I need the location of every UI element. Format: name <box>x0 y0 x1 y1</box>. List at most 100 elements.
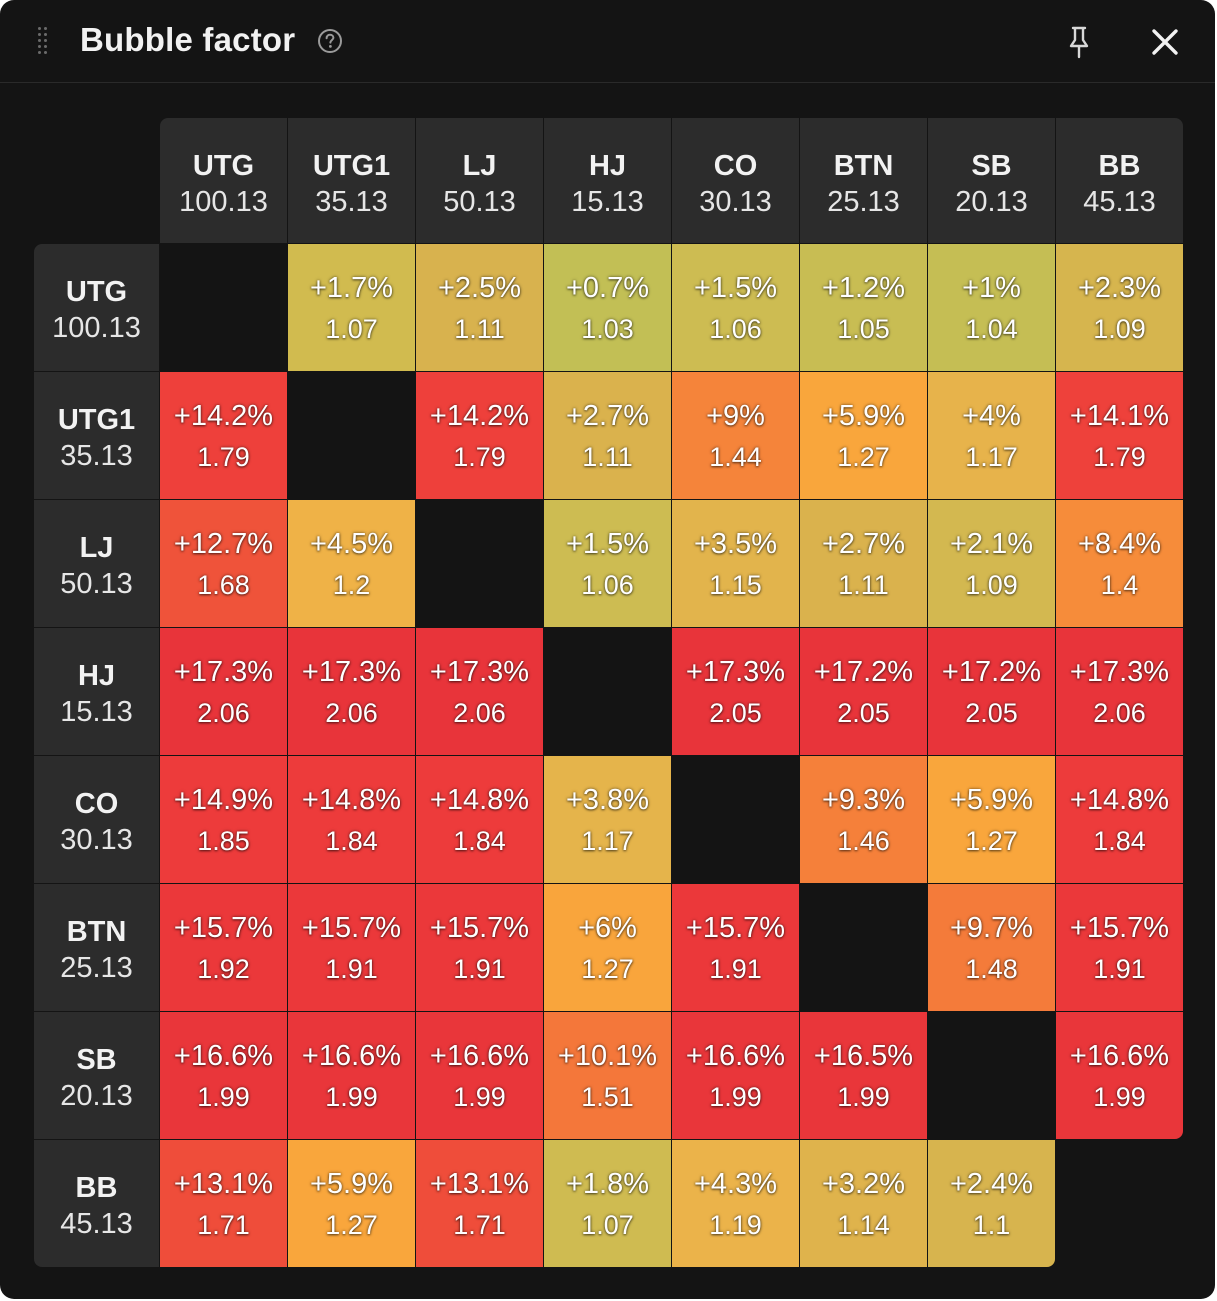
bubble-factor-value: 1.2 <box>332 570 371 600</box>
bubble-factor-value: 1.4 <box>1100 570 1139 600</box>
matrix-cell-btn-vs-hj[interactable]: +6% 1.27 <box>544 884 671 1011</box>
bubble-factor-value: 1.99 <box>453 1082 506 1112</box>
risk-premium-value: +1.2% <box>821 272 906 304</box>
matrix-cell-utg-vs-lj[interactable]: +2.5% 1.11 <box>416 244 543 371</box>
matrix-cell-lj-vs-hj[interactable]: +1.5% 1.06 <box>544 500 671 627</box>
matrix-cell-bb-vs-utg1[interactable]: +5.9% 1.27 <box>288 1140 415 1267</box>
matrix-cell-hj-vs-utg[interactable]: +17.3% 2.06 <box>160 628 287 755</box>
column-position-label: BTN <box>833 150 894 182</box>
risk-premium-value: +15.7% <box>301 912 402 944</box>
bubble-factor-value: 1.68 <box>197 570 250 600</box>
panel-title: Bubble factor <box>80 21 296 58</box>
risk-premium-value: +2.7% <box>565 400 650 432</box>
matrix-cell-bb-vs-lj[interactable]: +13.1% 1.71 <box>416 1140 543 1267</box>
matrix-cell-lj-vs-utg[interactable]: +12.7% 1.68 <box>160 500 287 627</box>
column-stack-label: 100.13 <box>179 186 268 218</box>
matrix-cell-co-vs-sb[interactable]: +5.9% 1.27 <box>928 756 1055 883</box>
risk-premium-value: +1.7% <box>309 272 394 304</box>
matrix-cell-empty <box>288 372 415 499</box>
matrix-cell-btn-vs-lj[interactable]: +15.7% 1.91 <box>416 884 543 1011</box>
risk-premium-value: +14.2% <box>429 400 530 432</box>
matrix-cell-lj-vs-sb[interactable]: +2.1% 1.09 <box>928 500 1055 627</box>
matrix-cell-btn-vs-co[interactable]: +15.7% 1.91 <box>672 884 799 1011</box>
matrix-cell-utg1-vs-co[interactable]: +9% 1.44 <box>672 372 799 499</box>
matrix-cell-btn-vs-utg1[interactable]: +15.7% 1.91 <box>288 884 415 1011</box>
matrix-cell-hj-vs-bb[interactable]: +17.3% 2.06 <box>1056 628 1183 755</box>
matrix-cell-co-vs-hj[interactable]: +3.8% 1.17 <box>544 756 671 883</box>
matrix-cell-utg1-vs-hj[interactable]: +2.7% 1.11 <box>544 372 671 499</box>
risk-premium-value: +16.6% <box>173 1040 274 1072</box>
bubble-factor-value: 1.79 <box>197 442 250 472</box>
bubble-factor-value: 1.79 <box>1093 442 1146 472</box>
pin-icon[interactable] <box>1064 24 1094 60</box>
matrix-cell-sb-vs-lj[interactable]: +16.6% 1.99 <box>416 1012 543 1139</box>
matrix-cell-hj-vs-lj[interactable]: +17.3% 2.06 <box>416 628 543 755</box>
matrix-cell-co-vs-btn[interactable]: +9.3% 1.46 <box>800 756 927 883</box>
matrix-cell-btn-vs-sb[interactable]: +9.7% 1.48 <box>928 884 1055 1011</box>
row-stack-label: 20.13 <box>60 1080 133 1112</box>
matrix-cell-utg-vs-utg1[interactable]: +1.7% 1.07 <box>288 244 415 371</box>
row-stack-label: 25.13 <box>60 952 133 984</box>
matrix-cell-sb-vs-utg1[interactable]: +16.6% 1.99 <box>288 1012 415 1139</box>
bubble-factor-value: 1.05 <box>837 314 890 344</box>
matrix-cell-lj-vs-utg1[interactable]: +4.5% 1.2 <box>288 500 415 627</box>
matrix-cell-bb-vs-co[interactable]: +4.3% 1.19 <box>672 1140 799 1267</box>
risk-premium-value: +10.1% <box>557 1040 658 1072</box>
matrix-cell-utg1-vs-sb[interactable]: +4% 1.17 <box>928 372 1055 499</box>
bubble-factor-value: 2.05 <box>709 698 762 728</box>
column-stack-label: 20.13 <box>955 186 1028 218</box>
risk-premium-value: +17.2% <box>813 656 914 688</box>
matrix-cell-utg-vs-sb[interactable]: +1% 1.04 <box>928 244 1055 371</box>
column-header-btn: BTN 25.13 <box>800 118 927 243</box>
matrix-cell-co-vs-utg1[interactable]: +14.8% 1.84 <box>288 756 415 883</box>
matrix-cell-lj-vs-co[interactable]: +3.5% 1.15 <box>672 500 799 627</box>
matrix-cell-bb-vs-sb[interactable]: +2.4% 1.1 <box>928 1140 1055 1267</box>
matrix-cell-btn-vs-utg[interactable]: +15.7% 1.92 <box>160 884 287 1011</box>
matrix-cell-bb-vs-hj[interactable]: +1.8% 1.07 <box>544 1140 671 1267</box>
risk-premium-value: +2.3% <box>1077 272 1162 304</box>
risk-premium-value: +16.5% <box>813 1040 914 1072</box>
matrix-cell-utg-vs-hj[interactable]: +0.7% 1.03 <box>544 244 671 371</box>
matrix-cell-sb-vs-bb[interactable]: +16.6% 1.99 <box>1056 1012 1183 1139</box>
matrix-cell-hj-vs-btn[interactable]: +17.2% 2.05 <box>800 628 927 755</box>
matrix-cell-co-vs-bb[interactable]: +14.8% 1.84 <box>1056 756 1183 883</box>
matrix-cell-bb-vs-btn[interactable]: +3.2% 1.14 <box>800 1140 927 1267</box>
risk-premium-value: +3.5% <box>693 528 778 560</box>
matrix-cell-utg-vs-btn[interactable]: +1.2% 1.05 <box>800 244 927 371</box>
matrix-cell-sb-vs-btn[interactable]: +16.5% 1.99 <box>800 1012 927 1139</box>
matrix-cell-sb-vs-co[interactable]: +16.6% 1.99 <box>672 1012 799 1139</box>
matrix-cell-bb-vs-utg[interactable]: +13.1% 1.71 <box>160 1140 287 1267</box>
matrix-cell-utg-vs-co[interactable]: +1.5% 1.06 <box>672 244 799 371</box>
bubble-factor-value: 2.05 <box>965 698 1018 728</box>
column-position-label: UTG1 <box>312 150 391 182</box>
matrix-cell-sb-vs-hj[interactable]: +10.1% 1.51 <box>544 1012 671 1139</box>
row-position-label: BB <box>75 1172 118 1204</box>
bubble-factor-value: 1.99 <box>325 1082 378 1112</box>
matrix-cell-lj-vs-bb[interactable]: +8.4% 1.4 <box>1056 500 1183 627</box>
matrix-cell-utg1-vs-utg[interactable]: +14.2% 1.79 <box>160 372 287 499</box>
matrix-cell-co-vs-utg[interactable]: +14.9% 1.85 <box>160 756 287 883</box>
matrix-cell-utg1-vs-lj[interactable]: +14.2% 1.79 <box>416 372 543 499</box>
row-position-label: SB <box>76 1044 117 1076</box>
matrix-cell-utg1-vs-btn[interactable]: +5.9% 1.27 <box>800 372 927 499</box>
matrix-cell-lj-vs-btn[interactable]: +2.7% 1.11 <box>800 500 927 627</box>
matrix-cell-co-vs-lj[interactable]: +14.8% 1.84 <box>416 756 543 883</box>
bubble-factor-value: 2.06 <box>325 698 378 728</box>
close-icon[interactable] <box>1148 25 1182 59</box>
matrix-cell-utg-vs-bb[interactable]: +2.3% 1.09 <box>1056 244 1183 371</box>
drag-handle-icon[interactable] <box>38 27 50 57</box>
matrix-cell-utg1-vs-bb[interactable]: +14.1% 1.79 <box>1056 372 1183 499</box>
help-circle-icon[interactable] <box>317 28 343 54</box>
risk-premium-value: +3.2% <box>821 1168 906 1200</box>
column-stack-label: 15.13 <box>571 186 644 218</box>
matrix-cell-hj-vs-sb[interactable]: +17.2% 2.05 <box>928 628 1055 755</box>
risk-premium-value: +5.9% <box>821 400 906 432</box>
matrix-cell-sb-vs-utg[interactable]: +16.6% 1.99 <box>160 1012 287 1139</box>
column-position-label: LJ <box>462 150 497 182</box>
matrix-cell-hj-vs-co[interactable]: +17.3% 2.05 <box>672 628 799 755</box>
matrix-cell-btn-vs-bb[interactable]: +15.7% 1.91 <box>1056 884 1183 1011</box>
matrix-cell-hj-vs-utg1[interactable]: +17.3% 2.06 <box>288 628 415 755</box>
risk-premium-value: +1.5% <box>565 528 650 560</box>
bubble-factor-value: 1.71 <box>197 1210 250 1240</box>
